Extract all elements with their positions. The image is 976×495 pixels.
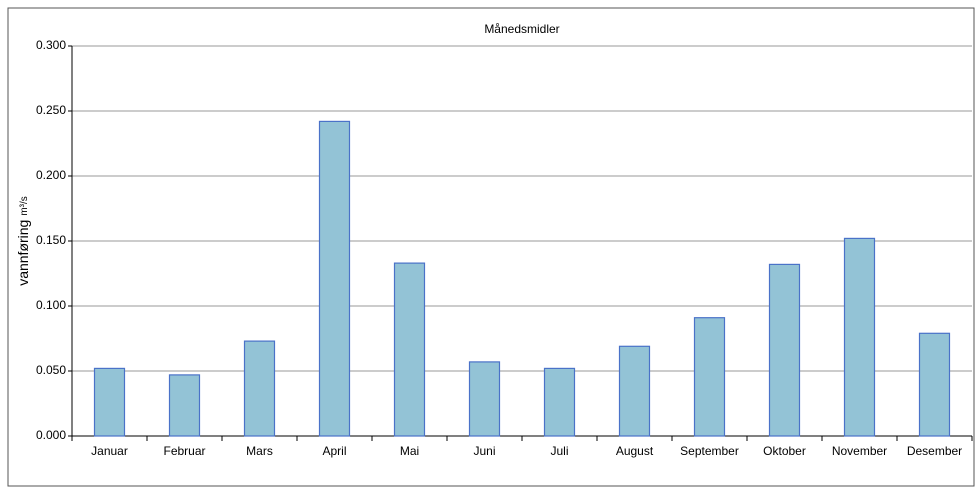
bar (393, 262, 426, 437)
bar (93, 367, 126, 437)
y-tick-label: 0.150 (36, 233, 66, 247)
bar (768, 263, 801, 437)
y-axis-unit: m³/s (19, 196, 30, 215)
y-tick-label: 0.250 (36, 103, 66, 117)
y-tick-label: 0.200 (36, 168, 66, 182)
x-tick-label: Juni (473, 444, 495, 458)
chart-title: Månedsmidler (484, 22, 559, 36)
bar (243, 340, 276, 437)
bar (843, 237, 876, 437)
x-tick-label: September (680, 444, 739, 458)
x-tick-label: August (616, 444, 654, 458)
y-tick-label: 0.000 (36, 428, 66, 442)
x-tick-label: Desember (907, 444, 962, 458)
y-axis-label: vannføring (15, 220, 31, 286)
x-tick-label: Februar (163, 444, 205, 458)
x-tick-label: April (322, 444, 346, 458)
y-tick-label: 0.100 (36, 298, 66, 312)
bar (543, 367, 576, 437)
x-tick-label: Mars (246, 444, 273, 458)
y-axis-title: vannføring m³/s (15, 196, 31, 286)
x-tick-label: Oktober (763, 444, 806, 458)
bar (168, 374, 201, 437)
bar (918, 332, 951, 437)
y-tick-label: 0.300 (36, 38, 66, 52)
bar (318, 120, 351, 437)
y-tick-label: 0.050 (36, 363, 66, 377)
x-tick-label: Juli (550, 444, 568, 458)
bar (468, 361, 501, 437)
x-tick-label: Mai (400, 444, 419, 458)
x-tick-label: November (832, 444, 887, 458)
bar (693, 317, 726, 437)
x-tick-label: Januar (91, 444, 128, 458)
bar (618, 345, 651, 437)
